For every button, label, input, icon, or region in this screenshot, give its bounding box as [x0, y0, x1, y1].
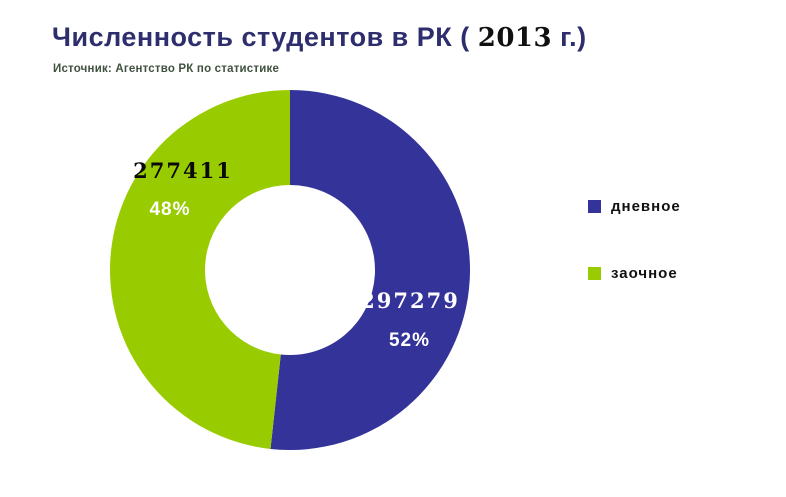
source-note: Источник: Агентство РК по статистике	[53, 63, 280, 75]
donut-slice-заочное	[110, 90, 290, 449]
chart-title: Численность студентов в РК ( 2013 г.)	[52, 22, 587, 53]
chart-title-suffix: г.)	[552, 22, 587, 52]
legend-swatch-dnevnoe	[588, 200, 601, 213]
legend-label-zaochnoe: заочное	[611, 265, 678, 282]
legend-item-dnevnoe: дневное	[588, 198, 681, 215]
legend: дневное заочное	[588, 198, 681, 282]
legend-item-zaochnoe: заочное	[588, 265, 681, 282]
legend-swatch-zaochnoe	[588, 267, 601, 280]
donut-slice-дневное	[270, 90, 470, 450]
chart-title-year: 2013	[477, 23, 553, 53]
chart-title-main: Численность студентов в РК (	[52, 22, 478, 52]
legend-label-dnevnoe: дневное	[611, 198, 681, 215]
